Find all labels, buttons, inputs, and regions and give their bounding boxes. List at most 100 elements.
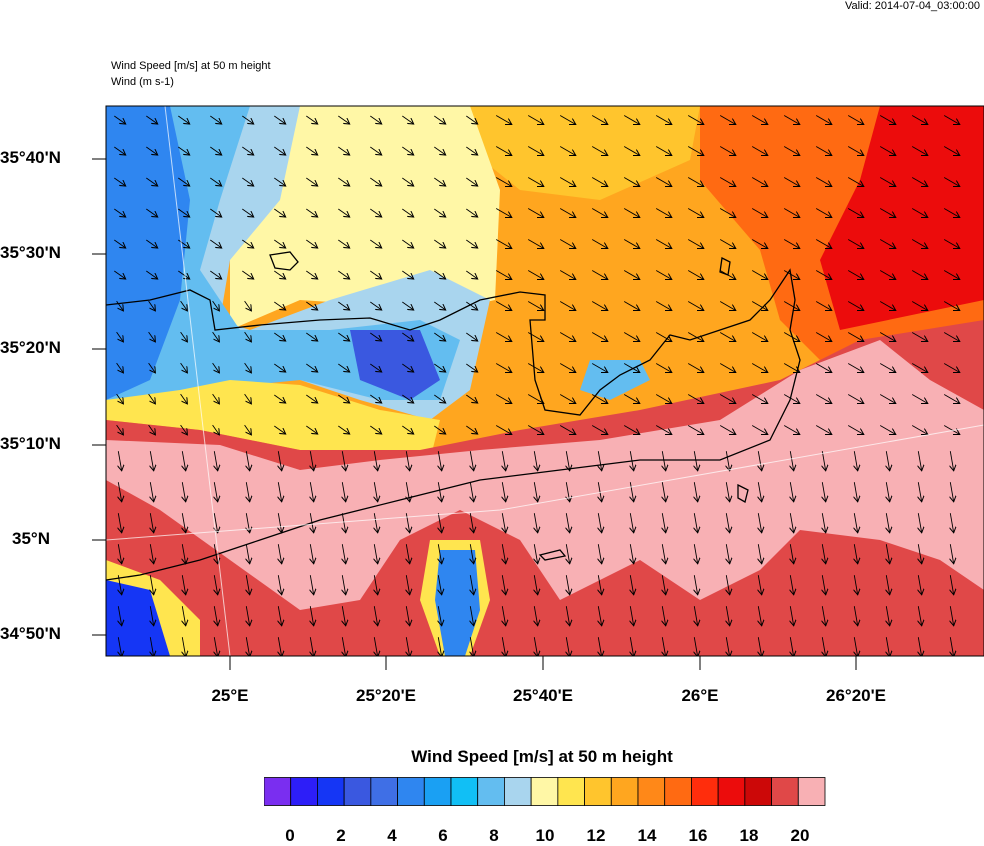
wind-vector: [950, 482, 953, 502]
wind-vector: [694, 637, 697, 656]
wind-vector: [527, 115, 544, 125]
wind-vector: [687, 208, 704, 218]
wind-vector: [534, 637, 537, 656]
wind-vector: [623, 239, 640, 249]
wind-vector: [210, 115, 221, 124]
wind-vector: [274, 146, 285, 155]
colorbar-bin: [637, 777, 666, 806]
wind-vector: [854, 482, 857, 502]
wind-vector: [847, 208, 864, 218]
wind-vector: [310, 637, 313, 656]
wind-vector: [566, 544, 569, 564]
wind-vector: [815, 115, 832, 125]
wind-vector: [178, 208, 189, 217]
wind-vector: [306, 115, 317, 124]
wind-vector: [370, 363, 381, 372]
wind-speed-field: [106, 106, 984, 656]
wind-vector: [950, 451, 953, 471]
wind-vector: [719, 146, 736, 156]
wind-vector: [918, 575, 921, 595]
wind-vector: [502, 544, 505, 564]
wind-vector: [244, 300, 252, 311]
wind-vector: [918, 637, 921, 656]
wind-vector: [630, 544, 633, 564]
colorbar-bin: [557, 777, 585, 806]
wind-vector: [242, 146, 253, 155]
wind-vector: [212, 331, 220, 342]
wind-vector: [879, 332, 896, 342]
wind-vector: [790, 482, 793, 502]
wind-vector: [310, 513, 313, 533]
wind-vector: [370, 177, 381, 186]
wind-vector: [623, 394, 640, 404]
wind-vector: [911, 115, 928, 125]
wind-vector: [402, 394, 413, 403]
wind-vector: [598, 575, 601, 595]
wind-vector: [879, 239, 896, 249]
wind-vector: [815, 363, 832, 373]
wind-vector: [306, 146, 317, 155]
wind-vector: [402, 115, 413, 124]
wind-vector: [402, 270, 413, 279]
wind-vector: [598, 606, 601, 626]
wind-vector: [559, 394, 576, 404]
wind-vector: [306, 332, 317, 341]
wind-vector: [370, 394, 381, 403]
wind-vector: [559, 146, 576, 156]
wind-vector: [527, 177, 544, 187]
wind-vector: [210, 146, 221, 155]
wind-vector: [502, 575, 505, 595]
wind-vector: [687, 270, 704, 280]
wind-vector: [886, 544, 889, 564]
colorbar-tick-label: 10: [535, 826, 555, 845]
wind-vector: [178, 146, 189, 155]
wind-vector: [662, 637, 665, 656]
colorbar: [264, 777, 826, 806]
wind-vector: [655, 363, 672, 373]
wind-vector: [687, 425, 704, 435]
wind-vector: [214, 513, 217, 533]
wind-vector: [342, 575, 345, 595]
wind-vector: [338, 208, 349, 217]
wind-vector: [911, 425, 928, 435]
wind-vector: [374, 606, 377, 626]
wind-vector: [815, 239, 832, 249]
wind-vector: [182, 544, 185, 564]
wind-vector: [719, 394, 736, 404]
wind-vector: [566, 513, 569, 533]
wind-vector: [943, 115, 960, 125]
wind-vector: [559, 208, 576, 218]
wind-vector: [918, 513, 921, 533]
wind-vector: [495, 425, 512, 435]
wind-vector: [943, 301, 960, 311]
wind-vector: [623, 425, 640, 435]
wind-vector: [116, 331, 124, 342]
wind-vector: [687, 332, 704, 342]
wind-vector: [694, 575, 697, 595]
wind-vector: [212, 424, 220, 435]
wind-vector: [655, 270, 672, 280]
wind-vector: [114, 146, 125, 155]
wind-vector: [246, 544, 249, 564]
wind-vector: [212, 362, 220, 373]
wind-vector: [534, 513, 537, 533]
wind-vector: [438, 513, 441, 533]
wind-vector: [338, 239, 349, 248]
wind-vector: [815, 177, 832, 187]
wind-vector: [495, 332, 512, 342]
wind-vector: [274, 115, 285, 124]
wind-vector: [950, 575, 953, 595]
wind-vector: [694, 544, 697, 564]
wind-vector: [342, 482, 345, 502]
wind-vector: [434, 270, 445, 279]
wind-vector: [822, 637, 825, 656]
wind-vector: [466, 177, 477, 186]
wind-vector: [719, 177, 736, 187]
wind-vector: [783, 425, 800, 435]
lat-label: 34°50'N: [0, 624, 61, 643]
wind-vector: [822, 544, 825, 564]
wind-vector: [630, 606, 633, 626]
colorbar-tick-label: 4: [387, 826, 397, 845]
wind-vector: [726, 544, 729, 564]
wind-vector: [244, 362, 252, 373]
